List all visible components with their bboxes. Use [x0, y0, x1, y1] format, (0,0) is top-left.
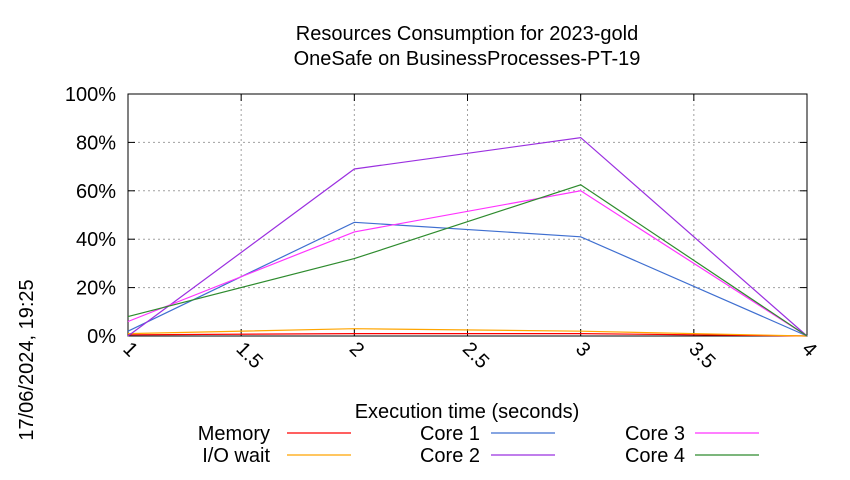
- x-tick-label: 1: [118, 338, 141, 361]
- x-tick-label: 3: [571, 338, 594, 361]
- x-tick-label: 3.5: [684, 338, 719, 373]
- plot-border: [127, 93, 808, 337]
- series-line: [127, 333, 808, 337]
- y-tick-label: 20%: [76, 278, 116, 300]
- legend-label: Core 4: [625, 445, 685, 467]
- series-line: [127, 328, 808, 337]
- series-line: [127, 190, 808, 337]
- x-tick-label: 2: [345, 338, 368, 361]
- x-tick-label: 4: [797, 338, 820, 361]
- legend-label: Memory: [198, 423, 270, 445]
- series-lines: [127, 136, 808, 337]
- timestamp-label: 17/06/2024, 19:25: [16, 279, 38, 440]
- series-line: [127, 184, 808, 337]
- y-tick-label: 80%: [76, 132, 116, 154]
- chart-title: Resources Consumption for 2023-gold: [296, 23, 638, 45]
- x-tick-label: 2.5: [458, 338, 493, 373]
- grid: [128, 94, 807, 336]
- y-tick-label: 60%: [76, 181, 116, 203]
- legend-label: Core 1: [420, 423, 480, 445]
- legend-label: Core 2: [420, 445, 480, 467]
- legend-label: I/O wait: [202, 445, 270, 467]
- legend-label: Core 3: [625, 423, 685, 445]
- y-tick-label: 40%: [76, 229, 116, 251]
- x-axis-label: Execution time (seconds): [355, 401, 580, 423]
- chart-subtitle: OneSafe on BusinessProcesses-PT-19: [294, 48, 641, 70]
- x-tick-label: 1.5: [232, 338, 267, 373]
- y-tick-label: 100%: [65, 84, 116, 106]
- y-tick-label: 0%: [87, 326, 116, 348]
- series-line: [127, 136, 808, 337]
